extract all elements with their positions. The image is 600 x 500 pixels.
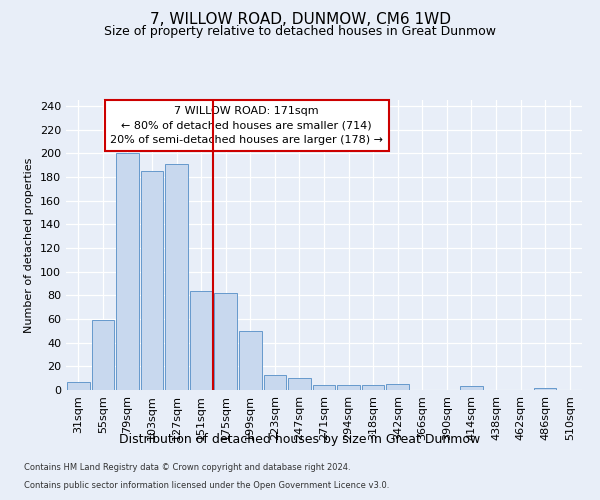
Bar [140, 171, 163, 390]
Bar [362, 386, 385, 390]
Bar [313, 386, 335, 390]
Bar [116, 154, 139, 390]
Bar [92, 320, 114, 390]
Text: Distribution of detached houses by size in Great Dunmow: Distribution of detached houses by size … [119, 432, 481, 446]
Bar [165, 164, 188, 390]
Text: Contains public sector information licensed under the Open Government Licence v3: Contains public sector information licen… [24, 481, 389, 490]
Text: Contains HM Land Registry data © Crown copyright and database right 2024.: Contains HM Land Registry data © Crown c… [24, 464, 350, 472]
Bar [239, 331, 262, 390]
Bar [534, 388, 556, 390]
Bar [386, 384, 409, 390]
Text: 7 WILLOW ROAD: 171sqm
← 80% of detached houses are smaller (714)
20% of semi-det: 7 WILLOW ROAD: 171sqm ← 80% of detached … [110, 106, 383, 146]
Text: 7, WILLOW ROAD, DUNMOW, CM6 1WD: 7, WILLOW ROAD, DUNMOW, CM6 1WD [149, 12, 451, 28]
Bar [263, 374, 286, 390]
Bar [460, 386, 483, 390]
Bar [214, 293, 237, 390]
Bar [67, 382, 89, 390]
Y-axis label: Number of detached properties: Number of detached properties [25, 158, 34, 332]
Bar [337, 386, 360, 390]
Bar [288, 378, 311, 390]
Text: Size of property relative to detached houses in Great Dunmow: Size of property relative to detached ho… [104, 25, 496, 38]
Bar [190, 290, 212, 390]
